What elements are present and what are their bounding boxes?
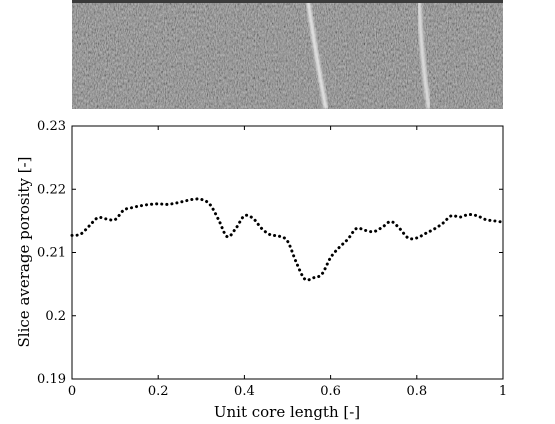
y-axis-ticks: 0.19 0.2 0.21 0.22 0.23 [37, 119, 503, 387]
y-tick-label: 0.21 [37, 246, 66, 261]
x-tick-label: 1 [499, 384, 507, 399]
y-axis-label: Slice average porosity [-] [15, 157, 33, 348]
ct-bright-fracture-2 [417, 0, 431, 109]
plot-area-frame [71, 125, 504, 380]
x-tick-label: 0 [68, 384, 76, 399]
porosity-series-line [70, 197, 505, 282]
y-tick-label: 0.22 [37, 182, 66, 197]
x-tick-label: 0.4 [234, 384, 255, 399]
y-tick-label: 0.23 [37, 119, 66, 134]
y-tick-label: 0.19 [37, 372, 66, 387]
x-tick-label: 0.8 [406, 384, 427, 399]
x-axis-label: Unit core length [-] [214, 403, 360, 421]
x-tick-label: 0.2 [148, 384, 169, 399]
ct-faint-streak-2 [275, 0, 294, 109]
y-tick-label: 0.2 [45, 309, 66, 324]
core-ct-image [72, 0, 503, 109]
ct-grain [72, 0, 503, 109]
ct-bright-fracture-1 [306, 0, 328, 109]
x-axis-ticks: 0 0.2 0.4 0.6 0.8 1 [68, 126, 507, 399]
porosity-chart: 0 0.2 0.4 0.6 0.8 1 0.19 0.2 0.21 0.22 0.23 Unit … [15, 119, 507, 421]
x-tick-label: 0.6 [320, 384, 341, 399]
ct-top-edge [72, 0, 503, 3]
series-layer [70, 197, 505, 282]
ct-faint-streak-3 [345, 0, 364, 109]
ct-faint-streak-1 [220, 0, 239, 109]
